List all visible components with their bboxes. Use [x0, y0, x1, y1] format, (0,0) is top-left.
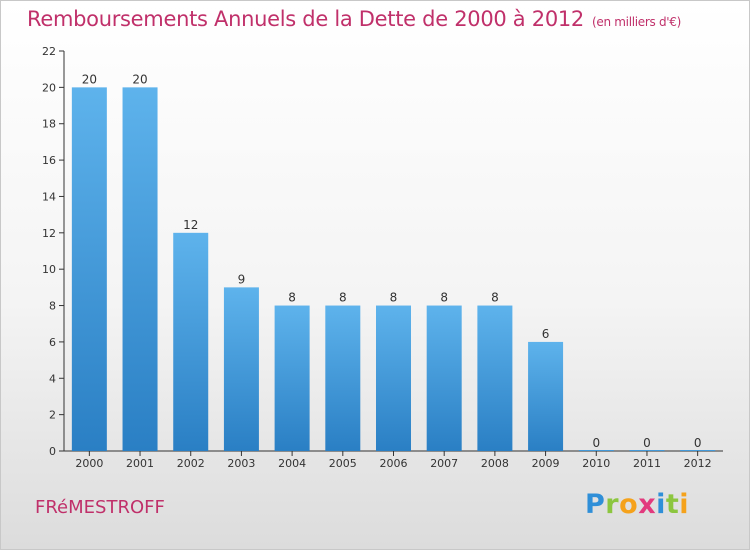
bar-2003	[223, 287, 259, 451]
y-tick-label: 10	[42, 263, 56, 276]
bar-2010	[578, 450, 614, 451]
bar-2007	[426, 305, 462, 451]
x-tick-label: 2009	[532, 457, 560, 470]
value-label: 0	[694, 436, 702, 450]
y-tick-label: 8	[49, 300, 56, 313]
y-tick-label: 12	[42, 227, 56, 240]
bars	[71, 87, 716, 451]
x-tick-label: 2001	[126, 457, 154, 470]
value-label: 8	[390, 291, 398, 305]
value-labels: 20 20 12 9 8 8 8 8 8 6 0 0 0	[82, 72, 702, 450]
value-label: 8	[288, 291, 296, 305]
y-tick-label: 0	[49, 445, 56, 458]
logo-letter: x	[638, 489, 657, 520]
logo-letter: r	[605, 489, 620, 520]
y-tick-label: 22	[42, 45, 56, 58]
chart-unit: (en milliers d'€)	[592, 15, 682, 29]
value-label: 6	[542, 327, 550, 341]
logo-letter: t	[665, 489, 680, 520]
x-tick-label: 2000	[75, 457, 103, 470]
value-label: 0	[643, 436, 651, 450]
y-tick-label: 14	[42, 190, 56, 203]
y-tick-label: 4	[49, 372, 56, 385]
logo-letter: o	[619, 489, 639, 520]
value-label: 9	[238, 272, 246, 286]
commune-name: FRéMESTROFF	[35, 497, 165, 518]
x-tick-label: 2004	[278, 457, 306, 470]
x-tick-label: 2010	[582, 457, 610, 470]
bar-2002	[173, 232, 209, 451]
bar-2006	[376, 305, 411, 451]
x-tick-label: 2008	[481, 457, 509, 470]
x-tick-label: 2002	[177, 457, 205, 470]
value-label: 8	[491, 291, 499, 305]
value-label: 8	[339, 291, 347, 305]
x-tick-label: 2011	[633, 457, 661, 470]
proxiti-logo: Proxiti	[585, 489, 689, 520]
y-tick-label: 20	[42, 81, 56, 94]
bar-2004	[274, 305, 310, 451]
x-tick-label: 2005	[329, 457, 357, 470]
logo-letter: P	[585, 489, 606, 520]
chart-title-text: Remboursements Annuels de la Dette de 20…	[27, 7, 584, 31]
bar-2012	[680, 450, 716, 451]
bar-2008	[477, 305, 513, 451]
value-label: 20	[132, 72, 147, 86]
y-tick-label: 2	[49, 409, 56, 422]
bar-2001	[122, 87, 158, 451]
bar-2011	[629, 450, 665, 451]
x-tick-label: 2006	[380, 457, 408, 470]
y-tick-label: 16	[42, 154, 56, 167]
logo-letter: i	[679, 489, 690, 520]
value-label: 0	[592, 436, 600, 450]
value-label: 20	[82, 72, 97, 86]
bar-2009	[528, 341, 564, 451]
x-tick-label: 2007	[430, 457, 458, 470]
bar-2005	[325, 305, 361, 451]
y-tick-label: 18	[42, 118, 56, 131]
value-label: 12	[183, 218, 198, 232]
y-tick-label: 6	[49, 336, 56, 349]
x-tick-label: 2003	[227, 457, 255, 470]
chart-title: Remboursements Annuels de la Dette de 20…	[27, 7, 681, 31]
value-label: 8	[440, 291, 448, 305]
x-tick-label: 2012	[684, 457, 712, 470]
logo-letter: i	[656, 489, 666, 520]
bar-2000	[71, 87, 107, 451]
